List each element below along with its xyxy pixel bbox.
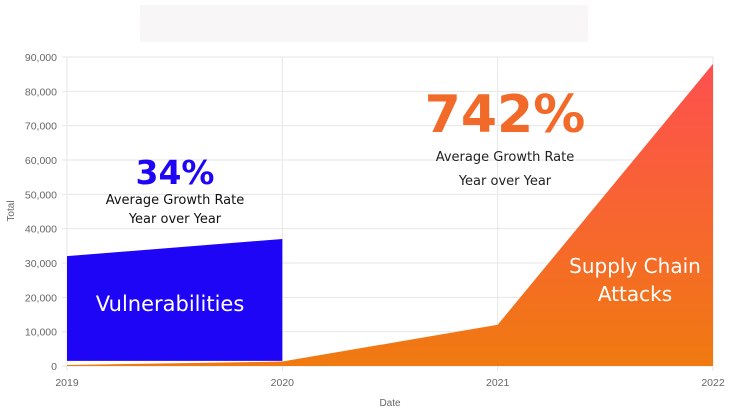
- y-tick-label: 10,000: [25, 327, 57, 339]
- y-tick-label: 50,000: [25, 189, 57, 201]
- vulnerabilities-label: Vulnerabilities: [95, 292, 245, 316]
- y-tick-label: 40,000: [25, 224, 57, 236]
- supply-chain-area: [67, 63, 713, 366]
- vulnerabilities-growth-line1: Average Growth Rate: [105, 193, 245, 208]
- y-tick-label: 30,000: [25, 258, 57, 270]
- supply-chain-growth-value: 742%: [424, 85, 586, 145]
- y-tick-label: 80,000: [25, 86, 57, 98]
- x-tick-label: 2019: [55, 377, 79, 389]
- x-tick-label: 2022: [701, 377, 725, 389]
- supply-chain-label: Supply Chain Attacks: [555, 252, 715, 308]
- y-tick-label: 60,000: [25, 155, 57, 167]
- supply-chain-growth-line1: Average Growth Rate: [435, 150, 575, 165]
- y-axis-label: Total: [6, 200, 17, 221]
- supply-chain-growth-line2: Year over Year: [458, 174, 552, 189]
- y-tick-label: 70,000: [25, 121, 57, 133]
- header-placeholder-box: [140, 5, 588, 42]
- x-tick-label: 2020: [271, 377, 295, 389]
- supply-chain-label-line1: Supply Chain: [569, 254, 701, 278]
- vulnerabilities-growth-line2: Year over Year: [128, 212, 222, 227]
- vulnerabilities-growth-annotation: 34% Average Growth Rate Year over Year: [95, 155, 255, 229]
- x-axis-label: Date: [379, 398, 401, 409]
- y-tick-label: 20,000: [25, 292, 57, 304]
- y-tick-label: 0: [51, 361, 57, 373]
- supply-chain-growth-annotation: 742% Average Growth Rate Year over Year: [420, 84, 590, 194]
- vulnerabilities-growth-value: 34%: [135, 153, 215, 192]
- supply-chain-label-line2: Attacks: [597, 282, 673, 306]
- vulnerabilities-area: [67, 238, 283, 361]
- y-tick-label: 90,000: [25, 52, 57, 64]
- x-tick-label: 2021: [486, 377, 510, 389]
